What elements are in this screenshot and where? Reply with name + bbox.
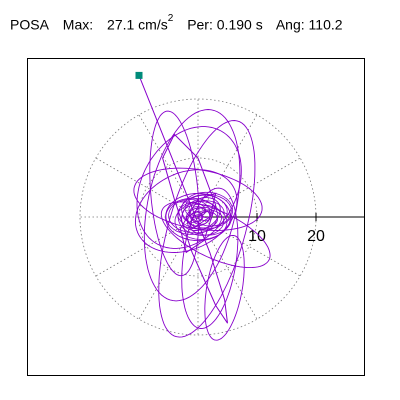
trace-loop-8: [160, 201, 271, 269]
max-unit-exponent: 2: [167, 13, 174, 24]
trace-loop-9: [204, 234, 245, 341]
trace-loop-10: [149, 110, 200, 277]
trace-loop-1: [158, 120, 256, 338]
max-unit: cm/s: [138, 16, 168, 33]
radial-tick-label-10: 10: [248, 228, 266, 245]
station-code: POSA: [10, 16, 49, 33]
period-value: 0.190 s: [216, 16, 263, 33]
start-marker: [135, 71, 143, 79]
angle-label: Ang:: [275, 16, 305, 33]
max-value: 27.1: [107, 16, 135, 33]
trace-loop-4: [181, 187, 239, 329]
angle-value: 110.2: [308, 16, 343, 33]
period-label: Per:: [187, 16, 213, 33]
chart-header: POSA Max: 27.1 cm/s2 Per: 0.190 s Ang: 1…: [10, 13, 343, 33]
radial-tick-label-20: 20: [307, 228, 325, 245]
trace-segment-0: [138, 75, 228, 324]
trace-loop-7: [136, 126, 242, 249]
max-label: Max:: [62, 16, 94, 33]
